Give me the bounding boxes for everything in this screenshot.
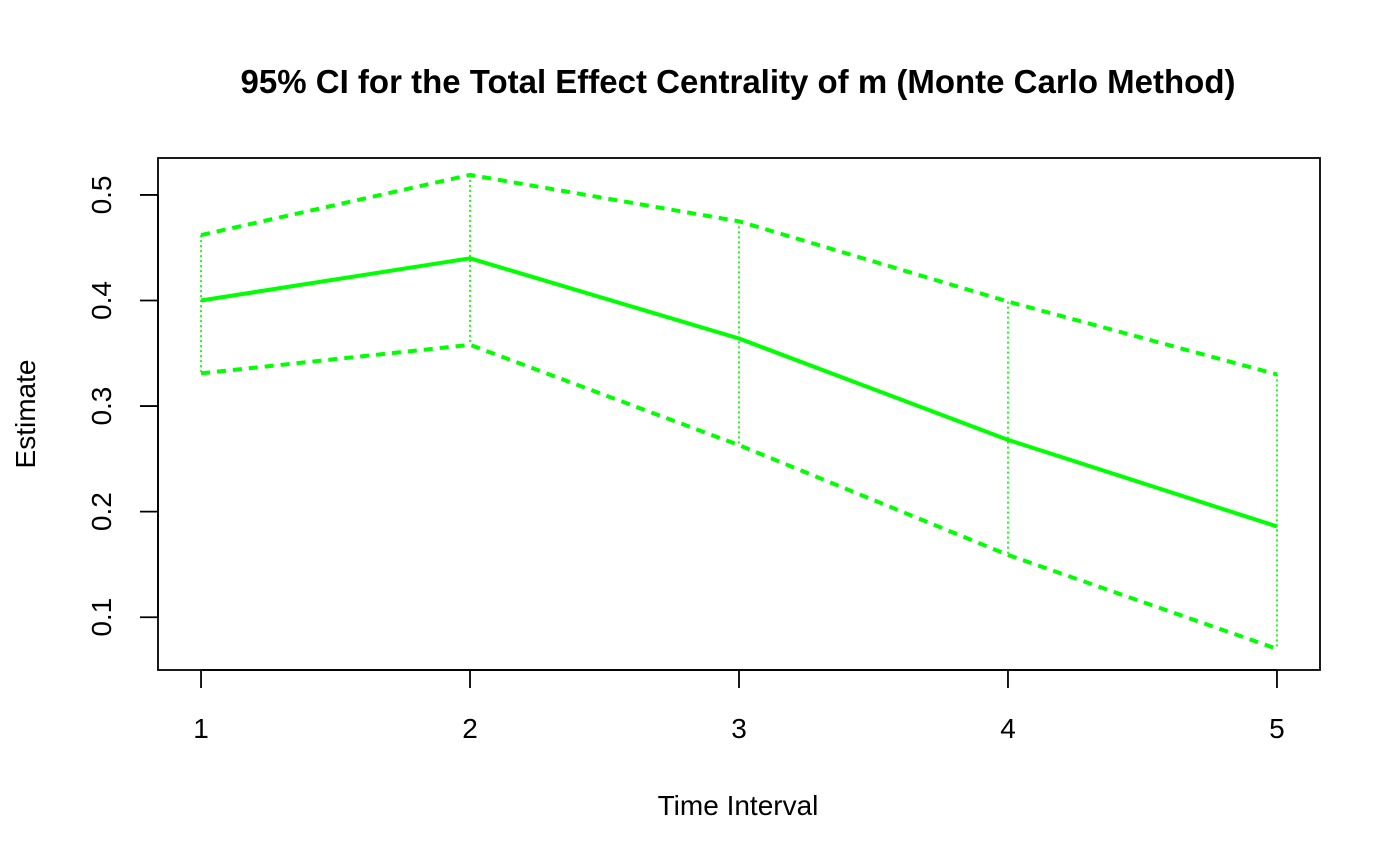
estimate-line bbox=[200, 256, 1278, 529]
y-tick-label: 0.4 bbox=[86, 281, 117, 320]
x-tick-label: 1 bbox=[193, 713, 209, 744]
y-tick-label: 0.1 bbox=[86, 598, 117, 637]
y-axis-label: Estimate bbox=[10, 360, 41, 469]
x-tick-label: 3 bbox=[731, 713, 747, 744]
ci-whiskers bbox=[200, 174, 1278, 649]
plot-frame bbox=[157, 157, 1321, 671]
x-tick-label: 5 bbox=[1269, 713, 1285, 744]
x-tick-label: 4 bbox=[1000, 713, 1016, 744]
y-tick-label: 0.3 bbox=[86, 387, 117, 426]
series-lines bbox=[200, 172, 1278, 651]
x-axis: 1 2 3 4 5 bbox=[193, 669, 1285, 744]
lower-line bbox=[200, 342, 1278, 651]
x-tick-label: 2 bbox=[462, 713, 478, 744]
chart-title: 95% CI for the Total Effect Centrality o… bbox=[241, 63, 1236, 100]
upper-line bbox=[200, 172, 1278, 377]
y-tick-label: 0.2 bbox=[86, 492, 117, 531]
y-tick-label: 0.5 bbox=[86, 175, 117, 214]
x-axis-label: Time Interval bbox=[658, 790, 819, 821]
y-axis: 0.1 0.2 0.3 0.4 0.5 bbox=[86, 175, 159, 637]
